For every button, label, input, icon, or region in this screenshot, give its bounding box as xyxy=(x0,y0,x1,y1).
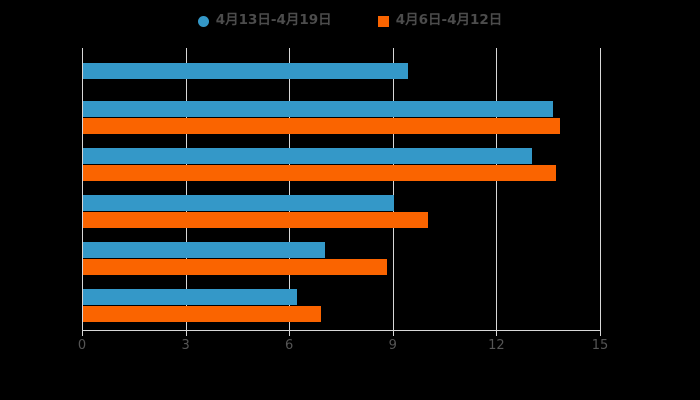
bar-series-1[interactable] xyxy=(83,148,532,164)
legend-label-series-1: 4月13日-4月19日 xyxy=(215,12,332,29)
bar-row: 日本 xyxy=(83,236,600,283)
bar-series-2[interactable] xyxy=(83,306,322,322)
x-tick-mark xyxy=(392,330,394,336)
gridline xyxy=(496,48,498,330)
x-tick-label: 15 xyxy=(591,338,609,353)
x-tick-label: 9 xyxy=(388,338,397,353)
x-tick-label: 12 xyxy=(488,338,505,353)
bar-row: 其他 xyxy=(83,142,600,189)
bar-row: 德国 xyxy=(83,189,600,236)
bar-row: 韩国 xyxy=(83,48,600,95)
gridline xyxy=(392,48,394,330)
bar-series-1[interactable] xyxy=(83,195,394,211)
x-tick-label: 3 xyxy=(181,338,190,353)
legend-item-series-1[interactable]: 4月13日-4月19日 xyxy=(197,12,332,29)
legend-square-marker-icon xyxy=(377,15,389,27)
x-tick-mark xyxy=(82,330,83,336)
bar-series-2[interactable] xyxy=(83,259,387,275)
x-tick-mark xyxy=(496,330,498,336)
x-tick-label: 0 xyxy=(77,338,87,353)
bar-series-2[interactable] xyxy=(83,212,429,228)
bar-series-1[interactable] xyxy=(83,63,408,79)
chart-legend: 4月13日-4月19日 4月6日-4月12日 xyxy=(0,8,700,34)
x-tick-mark xyxy=(289,330,291,336)
bar-series-2[interactable] xyxy=(83,118,560,134)
bar-row: 中国 xyxy=(83,283,600,330)
legend-circle-marker-icon xyxy=(197,15,209,27)
x-axis-line xyxy=(82,330,601,331)
gridline xyxy=(185,48,187,330)
gridline xyxy=(600,48,601,330)
x-tick-label: 6 xyxy=(285,338,294,353)
x-tick-mark xyxy=(600,330,601,336)
x-tick-mark xyxy=(185,330,187,336)
gridline xyxy=(82,48,83,330)
legend-item-series-2[interactable]: 4月6日-4月12日 xyxy=(377,12,503,29)
bar-series-2[interactable] xyxy=(83,165,557,181)
bar-row: 美国 xyxy=(83,95,600,142)
bar-series-1[interactable] xyxy=(83,289,298,305)
bar-series-1[interactable] xyxy=(83,242,325,258)
legend-label-series-2: 4月6日-4月12日 xyxy=(395,12,503,29)
plot-area: 0 3 6 9 12 15 韩国美国其他德国日本中国 xyxy=(78,48,608,353)
bar-series-1[interactable] xyxy=(83,101,553,117)
gridline xyxy=(289,48,291,330)
